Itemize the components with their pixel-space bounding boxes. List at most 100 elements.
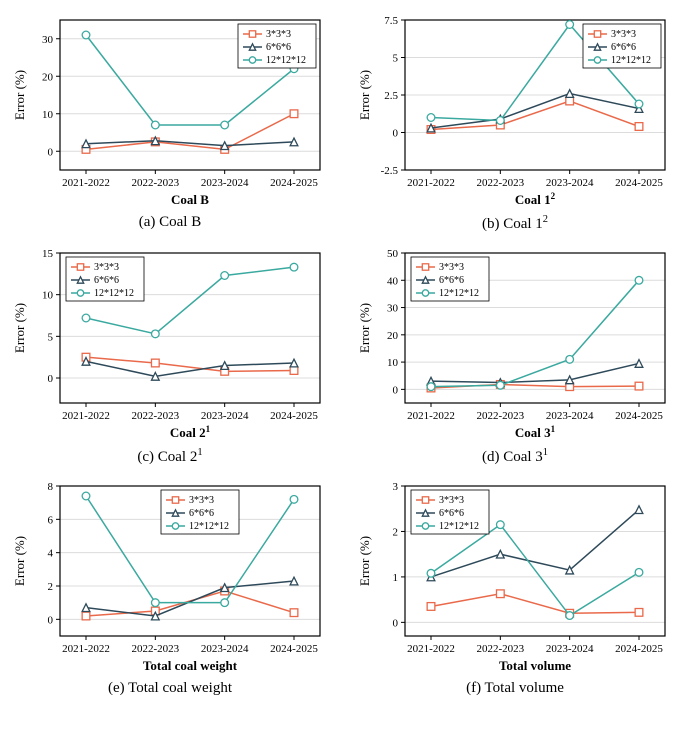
- caption-d: (d) Coal 31: [482, 447, 548, 466]
- ytick-label: 10: [42, 290, 54, 302]
- ytick-label: 6: [48, 514, 54, 526]
- ytick-label: 4: [48, 548, 54, 560]
- legend-label: 3*3*3: [94, 262, 119, 273]
- xtick-label: 2022-2023: [476, 410, 524, 422]
- legend-label: 3*3*3: [266, 29, 291, 40]
- panel-b: -2.5 0 2.5 5 7.5 2021-2022 2022-2023 2023-2024 2…: [355, 10, 675, 233]
- ytick-label: 3: [393, 481, 399, 493]
- xtick-label: 2021-2022: [407, 177, 455, 189]
- chart-f: 0 1 2 3 2021-2022 2022-2023 2023-2024 2024-2025…: [355, 476, 675, 676]
- xtick-label: 2024-2025: [270, 177, 318, 189]
- legend-label: 6*6*6: [94, 275, 119, 286]
- ytick-label: 7.5: [384, 15, 398, 27]
- legend-label: 6*6*6: [189, 508, 214, 519]
- xtick-label: 2023-2024: [201, 643, 249, 655]
- caption-f: (f) Total volume: [466, 680, 564, 697]
- ytick-label: 5: [48, 331, 54, 343]
- legend-label: 6*6*6: [611, 42, 636, 53]
- panel-f: 0 1 2 3 2021-2022 2022-2023 2023-2024 2024-2025…: [355, 476, 675, 697]
- xlabel: Coal 21: [170, 424, 211, 440]
- xtick-label: 2021-2022: [407, 410, 455, 422]
- chart-c: 0 5 10 15 2021-2022 2022-2023 2023-2024 2024-20…: [10, 243, 330, 443]
- xtick-label: 2023-2024: [201, 410, 249, 422]
- legend-label: 6*6*6: [439, 275, 464, 286]
- xlabel: Coal 12: [515, 191, 556, 207]
- ytick-label: 2: [48, 581, 54, 593]
- xtick-label: 2023-2024: [201, 177, 249, 189]
- ytick-label: 20: [387, 330, 399, 342]
- ylabel: Error (%): [12, 70, 27, 120]
- chart-grid: 01020302021-20222022-20232023-20242024-2…: [10, 10, 675, 697]
- xlabel: Total volume: [499, 658, 571, 673]
- caption-e: (e) Total coal weight: [108, 680, 232, 697]
- xtick-label: 2024-2025: [270, 643, 318, 655]
- chart-d: 0 10 20 30 40 50 2021-2022 2022-2023 2023-2024 20…: [355, 243, 675, 443]
- legend-label: 3*3*3: [439, 495, 464, 506]
- ytick-label: 1: [393, 572, 399, 584]
- xtick-label: 2021-2022: [407, 643, 455, 655]
- xtick-label: 2021-2022: [62, 643, 110, 655]
- xlabel: Coal 31: [515, 424, 556, 440]
- ytick-label: 2.5: [384, 90, 398, 102]
- ytick-label: 2: [393, 526, 399, 538]
- ytick-label: 0: [393, 384, 399, 396]
- caption-b: (b) Coal 12: [482, 214, 548, 233]
- chart-b: -2.5 0 2.5 5 7.5 2021-2022 2022-2023 2023-2024 2…: [355, 10, 675, 210]
- xtick-label: 2021-2022: [62, 410, 110, 422]
- ytick-label: 20: [42, 71, 54, 83]
- ytick-label: -2.5: [381, 165, 399, 177]
- ylabel: Error (%): [12, 536, 27, 586]
- ytick-label: 10: [387, 357, 399, 369]
- xtick-label: 2022-2023: [476, 643, 524, 655]
- ytick-label: 0: [48, 146, 54, 158]
- legend-label: 12*12*12: [266, 55, 306, 66]
- xtick-label: 2022-2023: [476, 177, 524, 189]
- legend-label: 3*3*3: [611, 29, 636, 40]
- legend-label: 12*12*12: [611, 55, 651, 66]
- xtick-label: 2024-2025: [615, 410, 663, 422]
- ytick-label: 40: [387, 275, 399, 287]
- ytick-label: 0: [48, 614, 54, 626]
- panel-e: 024682021-20222022-20232023-20242024-202…: [10, 476, 330, 697]
- ytick-label: 30: [42, 34, 54, 46]
- ytick-label: 0: [393, 617, 399, 629]
- xtick-label: 2023-2024: [546, 177, 594, 189]
- legend-label: 12*12*12: [94, 288, 134, 299]
- legend-label: 6*6*6: [439, 508, 464, 519]
- legend-label: 6*6*6: [266, 42, 291, 53]
- panel-d: 0 10 20 30 40 50 2021-2022 2022-2023 2023-2024 20…: [355, 243, 675, 466]
- xtick-label: 2022-2023: [131, 410, 179, 422]
- ylabel: Error (%): [357, 303, 372, 353]
- ytick-label: 5: [393, 53, 399, 65]
- xtick-label: 2022-2023: [131, 643, 179, 655]
- ylabel: Error (%): [12, 303, 27, 353]
- legend-label: 12*12*12: [439, 288, 479, 299]
- xtick-label: 2024-2025: [615, 643, 663, 655]
- ytick-label: 50: [387, 248, 399, 260]
- ytick-label: 15: [42, 248, 54, 260]
- ytick-label: 10: [42, 109, 54, 121]
- xtick-label: 2023-2024: [546, 643, 594, 655]
- xtick-label: 2021-2022: [62, 177, 110, 189]
- panel-a: 0 10 20 30 2021-2022 2022-2023 2023-2024 2024-2…: [10, 10, 330, 233]
- xlabel: Coal B: [171, 192, 209, 207]
- legend-label: 12*12*12: [189, 521, 229, 532]
- ytick-label: 30: [387, 303, 399, 315]
- legend-label: 3*3*3: [439, 262, 464, 273]
- ytick-label: 0: [48, 373, 54, 385]
- xlabel: Total coal weight: [143, 658, 238, 673]
- panel-c: 0 5 10 15 2021-2022 2022-2023 2023-2024 2024-20…: [10, 243, 330, 466]
- xtick-label: 2024-2025: [270, 410, 318, 422]
- chart-e: 024682021-20222022-20232023-20242024-202…: [10, 476, 330, 676]
- legend-label: 3*3*3: [189, 495, 214, 506]
- xtick-label: 2022-2023: [131, 177, 179, 189]
- chart-a: 0 10 20 30 2021-2022 2022-2023 2023-2024 2024-2…: [10, 10, 330, 210]
- xtick-label: 2023-2024: [546, 410, 594, 422]
- caption-a: (a) Coal B: [139, 214, 201, 231]
- caption-c: (c) Coal 21: [137, 447, 202, 466]
- ylabel: Error (%): [357, 536, 372, 586]
- legend-label: 12*12*12: [439, 521, 479, 532]
- xtick-label: 2024-2025: [615, 177, 663, 189]
- ytick-label: 0: [393, 128, 399, 140]
- ylabel: Error (%): [357, 70, 372, 120]
